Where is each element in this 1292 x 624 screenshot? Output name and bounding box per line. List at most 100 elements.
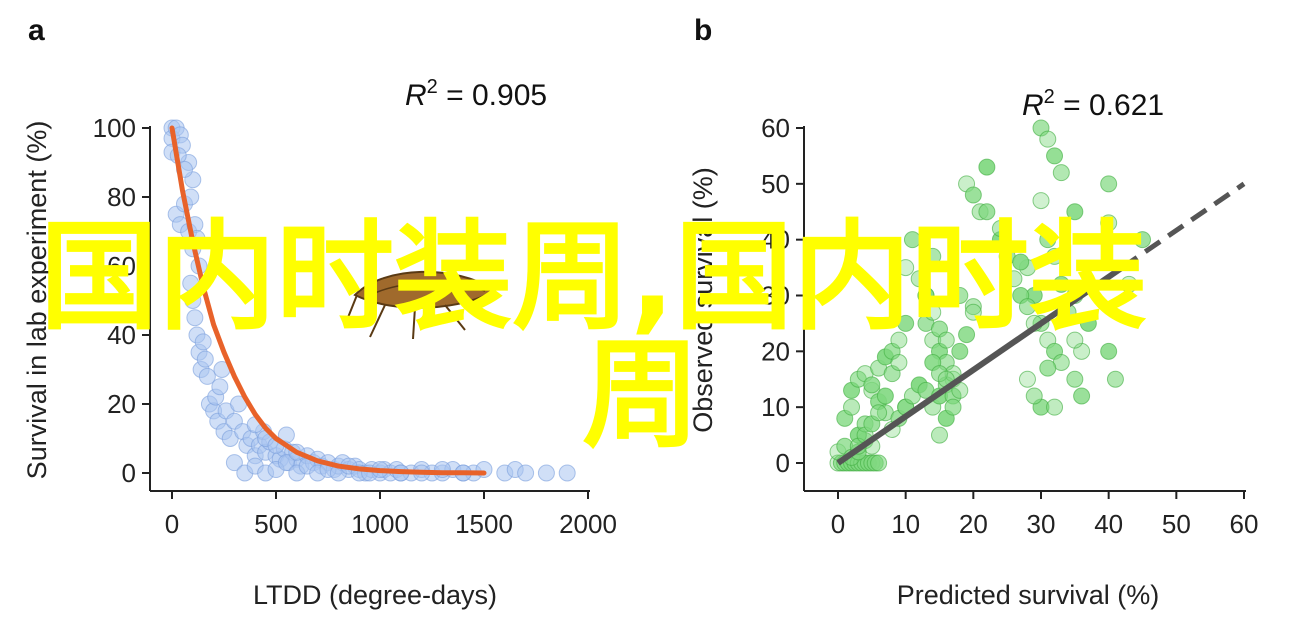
- y-tick-label-b: 20: [761, 336, 790, 366]
- data-point-a: [537, 464, 555, 482]
- data-point-b: [870, 454, 888, 472]
- x-axis-label-a: LTDD (degree-days): [253, 580, 497, 610]
- data-point-b: [890, 354, 908, 371]
- data-point-b: [1079, 314, 1097, 332]
- data-point-b: [1039, 231, 1057, 249]
- data-point-b: [843, 398, 861, 416]
- r2-value-b: = 0.621: [1055, 89, 1164, 122]
- data-point-a: [196, 350, 214, 368]
- r2-prefix-b: R: [1022, 89, 1044, 122]
- x-tick-label-b: 0: [831, 509, 845, 539]
- x-tick-label-a: 500: [254, 509, 297, 539]
- data-point-b: [991, 220, 1009, 237]
- data-point-b: [1018, 370, 1036, 388]
- data-point-b: [1032, 192, 1050, 210]
- data-point-b: [924, 247, 942, 265]
- data-point-b: [1106, 370, 1124, 388]
- r2-sup-a: 2: [427, 76, 438, 98]
- r2-value-a: = 0.905: [438, 79, 547, 112]
- x-tick-label-b: 40: [1094, 509, 1123, 539]
- data-point-b: [937, 331, 955, 349]
- panel-b: b R2 = 0.621 0 10 20 30 40 50 600102030405060 …: [688, 14, 1258, 610]
- data-point-b: [944, 398, 962, 416]
- data-point-a: [186, 309, 204, 327]
- data-point-b: [1046, 398, 1064, 416]
- regression-line-solid-b: [836, 265, 1124, 466]
- y-tick-label-b: 50: [761, 169, 790, 199]
- data-point-a: [184, 292, 202, 309]
- data-point-b: [870, 404, 888, 422]
- x-tick-label-a: 2000: [559, 509, 617, 539]
- panel-label-a: a: [28, 14, 45, 47]
- data-point-a: [277, 454, 295, 472]
- data-point-b: [903, 231, 921, 249]
- y-axis-label-a: Survival in lab experiment (%): [22, 121, 52, 480]
- data-point-a: [194, 333, 212, 351]
- y-tick-label-a: 80: [107, 182, 136, 212]
- plot-area-a: 0 500 1000 1500 2000 0 20 40 60 80 100: [93, 113, 617, 539]
- panel-a: a R2 = 0.905 0 500 1000 1500 2000 0 20 40 60 80 10…: [22, 14, 617, 610]
- data-point-b: [951, 287, 969, 304]
- data-point-b: [958, 326, 976, 344]
- x-tick-label-a: 1500: [455, 509, 513, 539]
- y-tick-label-a: 100: [93, 113, 136, 143]
- watermark-line-1: 国内时装周,国内时装: [40, 208, 1147, 346]
- data-point-a: [182, 274, 200, 292]
- data-point-b: [1100, 342, 1118, 360]
- x-tick-label-a: 1000: [351, 509, 409, 539]
- watermark-overlay: 国内时装周,国内时装 周: [40, 208, 1147, 464]
- data-point-b: [978, 158, 996, 176]
- y-tick-label-b: 10: [761, 392, 790, 422]
- regression-line-dashed-b: [1120, 181, 1246, 270]
- x-tick-label-b: 60: [1230, 509, 1259, 539]
- y-tick-label-a: 60: [107, 251, 136, 281]
- plot-area-b: 0 10 20 30 40 50 60 0 10 20 30 40 50 60: [761, 113, 1258, 539]
- data-point-b: [1073, 387, 1091, 405]
- y-tick-label-a: 0: [122, 458, 136, 488]
- data-point-b: [1039, 130, 1057, 148]
- y-tick-label-b: 40: [761, 225, 790, 255]
- data-point-b: [951, 342, 969, 360]
- fit-curve-a: [169, 125, 487, 476]
- data-point-b: [1066, 203, 1084, 221]
- data-point-b: [964, 186, 982, 204]
- watermark-line-2: 周: [582, 326, 700, 464]
- x-tick-label-b: 30: [1027, 509, 1056, 539]
- data-point-b: [897, 259, 915, 277]
- y-tick-label-b: 30: [761, 281, 790, 311]
- y-tick-label-b: 0: [776, 448, 790, 478]
- data-point-b: [931, 365, 948, 383]
- data-point-b: [863, 376, 881, 394]
- data-point-a: [198, 367, 216, 385]
- data-point-a: [558, 464, 576, 482]
- y-tick-label-a: 40: [107, 320, 136, 350]
- data-point-b: [917, 287, 935, 304]
- y-tick-label-a: 20: [107, 389, 136, 419]
- data-point-b: [964, 303, 982, 321]
- data-point-b: [1046, 247, 1064, 265]
- insect-illustration: [344, 270, 497, 340]
- r2-sup-b: 2: [1044, 86, 1055, 108]
- data-point-b: [1046, 147, 1064, 165]
- data-point-b: [910, 270, 928, 288]
- data-point-b: [1025, 387, 1043, 405]
- data-point-b: [876, 387, 894, 405]
- data-point-b: [890, 331, 908, 349]
- panel-label-b: b: [694, 14, 712, 47]
- data-point-b: [978, 203, 996, 221]
- r2-prefix-a: R: [405, 79, 427, 112]
- data-point-a: [211, 378, 229, 396]
- data-point-b: [1120, 275, 1138, 293]
- y-tick-label-b: 60: [761, 113, 790, 143]
- x-tick-label-b: 10: [891, 509, 920, 539]
- data-point-b: [1066, 331, 1084, 349]
- data-point-b: [1012, 253, 1030, 271]
- x-axis-label-b: Predicted survival (%): [897, 580, 1160, 610]
- y-axis-label-b: Observed survival (%): [688, 167, 718, 433]
- x-tick-label-b: 20: [959, 509, 988, 539]
- data-point-b: [1052, 275, 1070, 293]
- data-point-b: [1005, 270, 1023, 288]
- data-point-b: [924, 303, 942, 321]
- data-point-b: [1134, 231, 1151, 249]
